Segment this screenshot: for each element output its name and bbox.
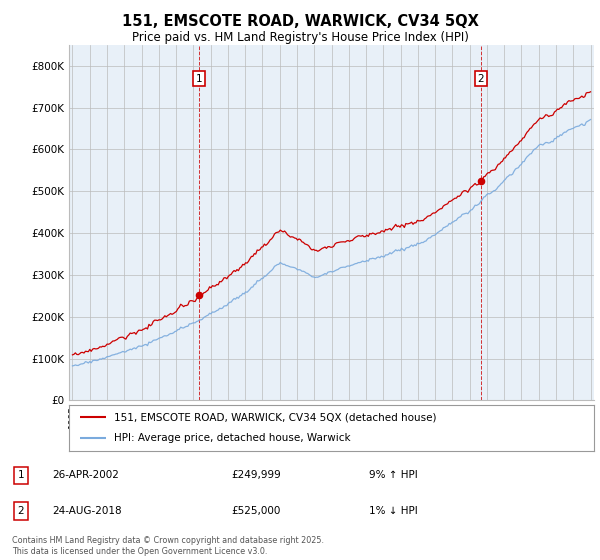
Text: 26-APR-2002: 26-APR-2002 [52,470,119,480]
Text: 2: 2 [17,506,24,516]
Text: 9% ↑ HPI: 9% ↑ HPI [369,470,418,480]
Text: Contains HM Land Registry data © Crown copyright and database right 2025.
This d: Contains HM Land Registry data © Crown c… [12,536,324,556]
Text: Price paid vs. HM Land Registry's House Price Index (HPI): Price paid vs. HM Land Registry's House … [131,31,469,44]
Point [476,176,485,185]
Text: 24-AUG-2018: 24-AUG-2018 [52,506,122,516]
Text: 2: 2 [478,73,484,83]
Text: 1: 1 [196,73,202,83]
Text: 151, EMSCOTE ROAD, WARWICK, CV34 5QX: 151, EMSCOTE ROAD, WARWICK, CV34 5QX [122,14,478,29]
Text: £249,999: £249,999 [231,470,281,480]
Text: 1: 1 [17,470,24,480]
Text: 151, EMSCOTE ROAD, WARWICK, CV34 5QX (detached house): 151, EMSCOTE ROAD, WARWICK, CV34 5QX (de… [113,412,436,422]
Text: HPI: Average price, detached house, Warwick: HPI: Average price, detached house, Warw… [113,433,350,444]
Text: £525,000: £525,000 [231,506,280,516]
Point [194,291,203,300]
Text: 1% ↓ HPI: 1% ↓ HPI [369,506,418,516]
